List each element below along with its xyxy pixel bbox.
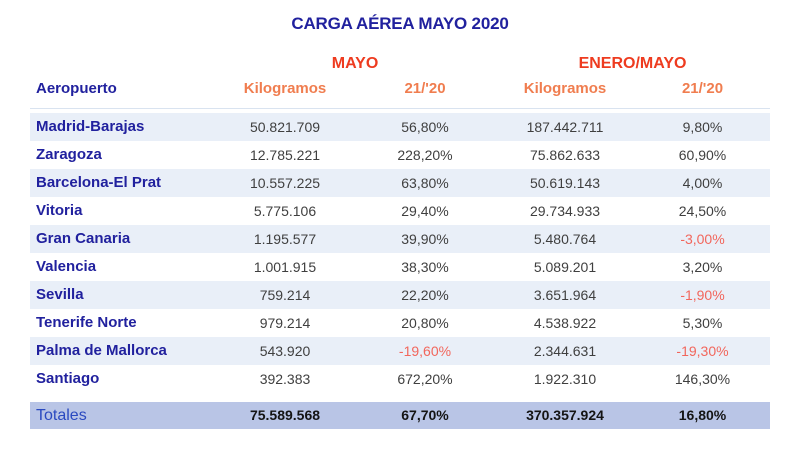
column-header-aeropuerto: Aeropuerto: [36, 80, 117, 97]
airport-name: Vitoria: [36, 202, 83, 219]
air-cargo-table: MAYO ENERO/MAYO Aeropuerto Kilogramos 21…: [30, 52, 770, 429]
airport-name: Valencia: [36, 258, 97, 275]
table-body: Madrid-Barajas 50.821.709 56,80% 187.442.71…: [30, 113, 770, 393]
value-cell: 10.557.225: [249, 175, 321, 191]
group-header-row: MAYO ENERO/MAYO: [30, 52, 770, 76]
table-row: Palma de Mallorca 543.920 -19,60% 2.344.631…: [30, 337, 770, 365]
value-cell: 1.001.915: [253, 259, 317, 275]
value-cell: 3.651.964: [533, 287, 597, 303]
value-cell: 12.785.221: [249, 147, 321, 163]
value-cell: 979.214: [259, 315, 311, 331]
value-cell: 4,00%: [682, 175, 723, 191]
airport-name: Madrid-Barajas: [36, 118, 145, 135]
value-cell: -1,90%: [680, 287, 725, 303]
value-cell: 146,30%: [674, 371, 731, 387]
value-cell: 5.089.201: [533, 259, 597, 275]
value-cell: 392.383: [259, 371, 311, 387]
group-header-spacer: [30, 52, 215, 76]
column-header-pct-enero-mayo: 21/'20: [681, 80, 724, 97]
column-header-kilogramos-mayo: Kilogramos: [243, 80, 327, 97]
value-cell: -19,30%: [676, 343, 729, 359]
value-cell: 187.442.711: [526, 119, 604, 135]
value-cell: 20,80%: [401, 315, 449, 331]
totals-label: Totales: [36, 407, 87, 424]
value-cell: 2.344.631: [533, 343, 597, 359]
value-cell: 22,20%: [401, 287, 449, 303]
table-row: Tenerife Norte 979.214 20,80% 4.538.922 5,30…: [30, 309, 770, 337]
value-cell: 4.538.922: [533, 315, 597, 331]
value-cell: 63,80%: [401, 175, 449, 191]
value-cell: 672,20%: [397, 371, 453, 387]
value-cell: -19,60%: [398, 343, 452, 359]
value-cell: 5.480.764: [533, 231, 597, 247]
value-cell: 39,90%: [401, 231, 449, 247]
table-row: Gran Canaria 1.195.577 39,90% 5.480.764 -3,0…: [30, 225, 770, 253]
table-row: Vitoria 5.775.106 29,40% 29.734.933 24,50%: [30, 197, 770, 225]
value-cell: 1.195.577: [253, 231, 317, 247]
group-header-mayo: MAYO: [331, 55, 379, 72]
value-cell: 50.821.709: [249, 119, 321, 135]
value-cell: 50.619.143: [529, 175, 601, 191]
totals-pct-mayo: 67,70%: [401, 407, 449, 423]
value-cell: 29.734.933: [529, 203, 601, 219]
value-cell: 1.922.310: [533, 371, 597, 387]
report-title: CARGA AÉREA MAYO 2020: [291, 14, 509, 33]
value-cell: 543.920: [259, 343, 311, 359]
airport-name: Santiago: [36, 370, 100, 387]
airport-name: Palma de Mallorca: [36, 342, 167, 359]
value-cell: 5,30%: [682, 315, 723, 331]
column-header-kilogramos-enero-mayo: Kilogramos: [523, 80, 607, 97]
table-row: Zaragoza 12.785.221 228,20% 75.862.633 60,90…: [30, 141, 770, 169]
table-row: Valencia 1.001.915 38,30% 5.089.201 3,20%: [30, 253, 770, 281]
column-header-row: Aeropuerto Kilogramos 21/'20 Kilogramos …: [30, 76, 770, 102]
value-cell: 5.775.106: [253, 203, 317, 219]
value-cell: 9,80%: [682, 119, 723, 135]
value-cell: 38,30%: [401, 259, 449, 275]
value-cell: 56,80%: [401, 119, 449, 135]
value-cell: 3,20%: [682, 259, 723, 275]
airport-name: Zaragoza: [36, 146, 102, 163]
airport-name: Sevilla: [36, 286, 84, 303]
totals-row: Totales 75.589.568 67,70% 370.357.924 16…: [30, 402, 770, 429]
value-cell: -3,00%: [680, 231, 725, 247]
airport-name: Tenerife Norte: [36, 314, 137, 331]
table-row: Santiago 392.383 672,20% 1.922.310 146,30%: [30, 365, 770, 393]
header-separator: [30, 108, 770, 109]
group-header-enero-mayo: ENERO/MAYO: [578, 55, 687, 72]
totals-pct-enero-mayo: 16,80%: [678, 407, 727, 423]
airport-name: Barcelona-El Prat: [36, 174, 162, 191]
value-cell: 75.862.633: [529, 147, 601, 163]
totals-kilogramos-enero-mayo: 370.357.924: [526, 407, 604, 423]
value-cell: 228,20%: [397, 147, 453, 163]
airport-name: Gran Canaria: [36, 230, 131, 247]
value-cell: 759.214: [259, 287, 311, 303]
column-header-pct-mayo: 21/'20: [404, 80, 446, 97]
table-row: Madrid-Barajas 50.821.709 56,80% 187.442.71…: [30, 113, 770, 141]
table-row: Sevilla 759.214 22,20% 3.651.964 -1,90%: [30, 281, 770, 309]
totals-kilogramos-mayo: 75.589.568: [249, 407, 321, 423]
table-row: Barcelona-El Prat 10.557.225 63,80% 50.619.…: [30, 169, 770, 197]
value-cell: 29,40%: [401, 203, 449, 219]
value-cell: 60,90%: [678, 147, 727, 163]
value-cell: 24,50%: [678, 203, 727, 219]
